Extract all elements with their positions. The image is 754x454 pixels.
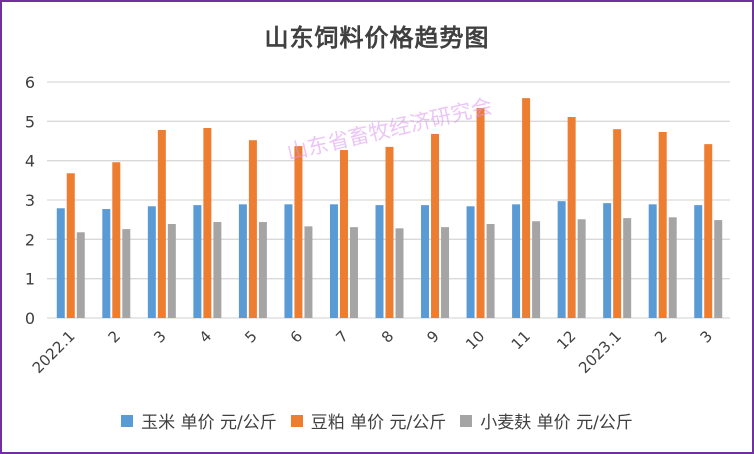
- bar: [603, 203, 612, 318]
- x-tick-label: 3: [697, 327, 716, 346]
- bar: [658, 131, 667, 318]
- x-tick-label: 5: [241, 327, 260, 346]
- bar: [238, 204, 247, 318]
- y-tick-label: 6: [25, 73, 35, 92]
- legend: 玉米 单价 元/公斤 豆粕 单价 元/公斤 小麦麸 单价 元/公斤: [2, 408, 752, 433]
- chart-title: 山东饲料价格趋势图: [264, 24, 490, 52]
- bar: [694, 205, 703, 318]
- legend-item-bran: 小麦麸 单价 元/公斤: [460, 408, 633, 433]
- legend-item-soymeal: 豆粕 单价 元/公斤: [290, 408, 447, 433]
- bar: [167, 223, 176, 318]
- legend-label: 小麦麸 单价 元/公斤: [480, 413, 633, 433]
- x-tick-label: 6: [287, 327, 306, 346]
- x-tick-label: 7: [332, 327, 351, 346]
- legend-label: 玉米 单价 元/公斤: [141, 413, 277, 433]
- x-tick-label: 12: [553, 327, 579, 353]
- bar: [157, 129, 166, 318]
- bar: [421, 205, 430, 318]
- bar: [122, 229, 131, 318]
- legend-label: 豆粕 单价 元/公斤: [310, 413, 447, 433]
- x-tick-label: 8: [378, 327, 397, 346]
- bar: [304, 226, 313, 318]
- y-tick-label: 4: [25, 152, 35, 171]
- bar: [284, 204, 293, 318]
- bar: [648, 204, 657, 318]
- legend-swatch: [460, 414, 473, 427]
- bar: [213, 222, 222, 318]
- bar: [66, 173, 75, 318]
- bar: [431, 133, 440, 318]
- bar: [329, 204, 338, 318]
- bar: [512, 204, 521, 318]
- x-tick-label: 3: [150, 327, 169, 346]
- x-tick-label: 2022.1: [29, 327, 79, 377]
- x-tick-label: 2: [651, 327, 670, 346]
- bar: [532, 221, 541, 318]
- bar: [385, 146, 394, 318]
- bar: [668, 217, 677, 318]
- bar: [76, 232, 85, 318]
- x-tick-label: 2023.1: [575, 327, 625, 377]
- y-tick-label: 0: [25, 309, 35, 328]
- legend-item-corn: 玉米 单价 元/公斤: [121, 408, 277, 433]
- y-tick-label: 3: [25, 191, 35, 210]
- bar: [613, 129, 622, 318]
- bar: [375, 205, 384, 318]
- x-tick-label: 10: [462, 327, 488, 353]
- bar: [102, 209, 111, 318]
- bar: [522, 98, 531, 318]
- x-tick-label: 11: [508, 327, 534, 353]
- legend-swatch: [121, 414, 134, 427]
- bar: [248, 140, 257, 318]
- bar: [476, 107, 485, 319]
- y-tick-label: 5: [25, 112, 35, 131]
- x-tick-label: 9: [423, 327, 442, 346]
- bar: [486, 223, 495, 318]
- x-tick-label: 4: [196, 327, 215, 346]
- bar: [112, 162, 121, 318]
- bar: [294, 146, 303, 318]
- bar: [203, 128, 212, 318]
- bar: [623, 218, 632, 318]
- bar: [349, 227, 358, 318]
- bar: [147, 206, 156, 318]
- bar: [714, 220, 723, 318]
- y-tick-label: 1: [25, 270, 35, 289]
- bar: [258, 222, 267, 318]
- legend-swatch: [290, 414, 303, 427]
- bar: [704, 144, 713, 318]
- bar: [441, 227, 450, 318]
- bar: [577, 219, 586, 318]
- bar: [339, 150, 348, 318]
- bar: [466, 206, 475, 318]
- bar: [193, 205, 202, 318]
- x-tick-label: 2: [105, 327, 124, 346]
- bar: [56, 208, 65, 318]
- bar: [567, 117, 576, 318]
- bar: [557, 201, 566, 318]
- bar: [395, 228, 404, 318]
- y-tick-label: 2: [25, 230, 35, 249]
